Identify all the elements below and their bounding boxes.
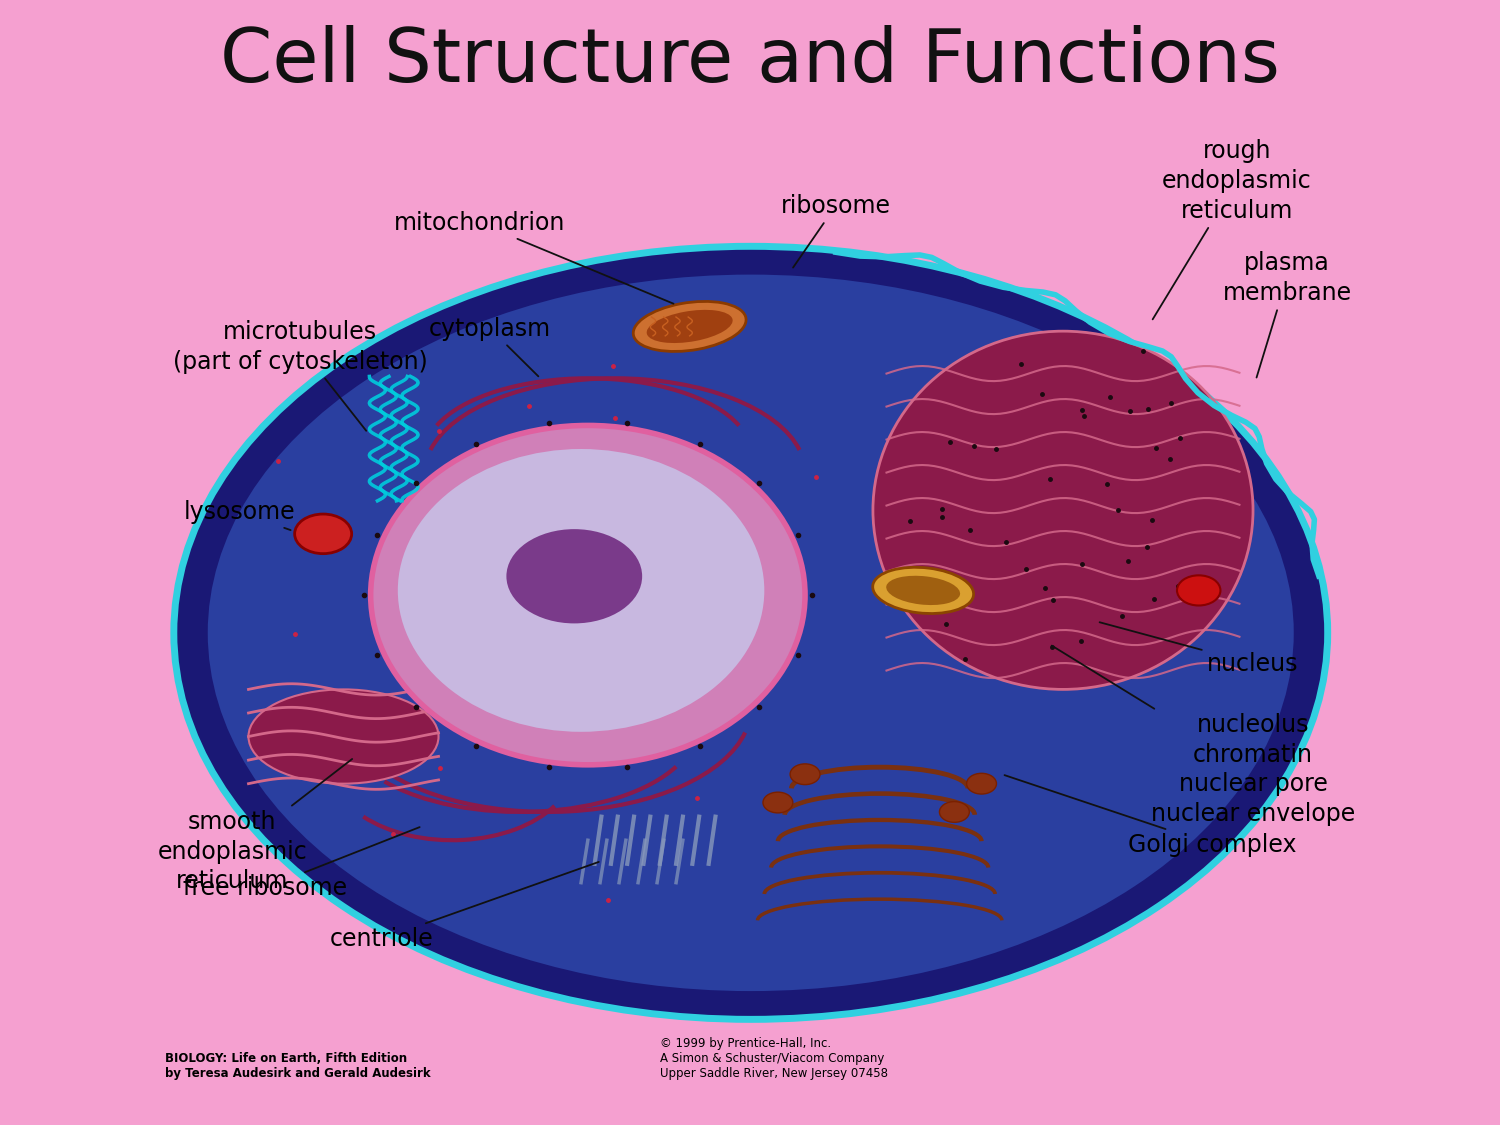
Ellipse shape bbox=[790, 764, 820, 784]
Ellipse shape bbox=[939, 802, 969, 822]
Text: smooth
endoplasmic
reticulum: smooth endoplasmic reticulum bbox=[158, 759, 352, 893]
Ellipse shape bbox=[633, 302, 746, 351]
Ellipse shape bbox=[207, 274, 1293, 991]
Text: ribosome: ribosome bbox=[780, 193, 891, 268]
Text: centriole: centriole bbox=[330, 862, 598, 951]
Ellipse shape bbox=[886, 576, 960, 605]
Text: free ribosome: free ribosome bbox=[183, 827, 420, 900]
Text: © 1999 by Prentice-Hall, Inc.
A Simon & Schuster/Viacom Company
Upper Saddle Riv: © 1999 by Prentice-Hall, Inc. A Simon & … bbox=[660, 1037, 888, 1080]
Ellipse shape bbox=[370, 425, 806, 765]
Text: Golgi complex: Golgi complex bbox=[1005, 775, 1296, 857]
Text: BIOLOGY: Life on Earth, Fifth Edition
by Teresa Audesirk and Gerald Audesirk: BIOLOGY: Life on Earth, Fifth Edition by… bbox=[165, 1052, 430, 1080]
Text: Cell Structure and Functions: Cell Structure and Functions bbox=[220, 26, 1280, 98]
Ellipse shape bbox=[873, 567, 974, 613]
Ellipse shape bbox=[873, 331, 1252, 690]
Text: mitochondrion: mitochondrion bbox=[393, 212, 674, 304]
Ellipse shape bbox=[1178, 575, 1221, 605]
Ellipse shape bbox=[398, 449, 765, 732]
Text: microtubules
(part of cytoskeleton): microtubules (part of cytoskeleton) bbox=[172, 319, 428, 431]
Text: lysosome: lysosome bbox=[183, 501, 296, 530]
Ellipse shape bbox=[249, 690, 438, 784]
Text: nucleolus
chromatin
nuclear pore
nuclear envelope: nucleolus chromatin nuclear pore nuclear… bbox=[1052, 646, 1354, 826]
Text: plasma
membrane: plasma membrane bbox=[1222, 251, 1352, 378]
Text: nucleus: nucleus bbox=[1100, 622, 1299, 676]
Text: cytoplasm: cytoplasm bbox=[429, 316, 550, 377]
Ellipse shape bbox=[174, 246, 1328, 1019]
Ellipse shape bbox=[507, 529, 642, 623]
Ellipse shape bbox=[294, 514, 351, 554]
Text: rough
endoplasmic
reticulum: rough endoplasmic reticulum bbox=[1152, 140, 1311, 320]
Ellipse shape bbox=[764, 792, 794, 813]
Ellipse shape bbox=[966, 773, 996, 794]
Ellipse shape bbox=[646, 309, 732, 343]
